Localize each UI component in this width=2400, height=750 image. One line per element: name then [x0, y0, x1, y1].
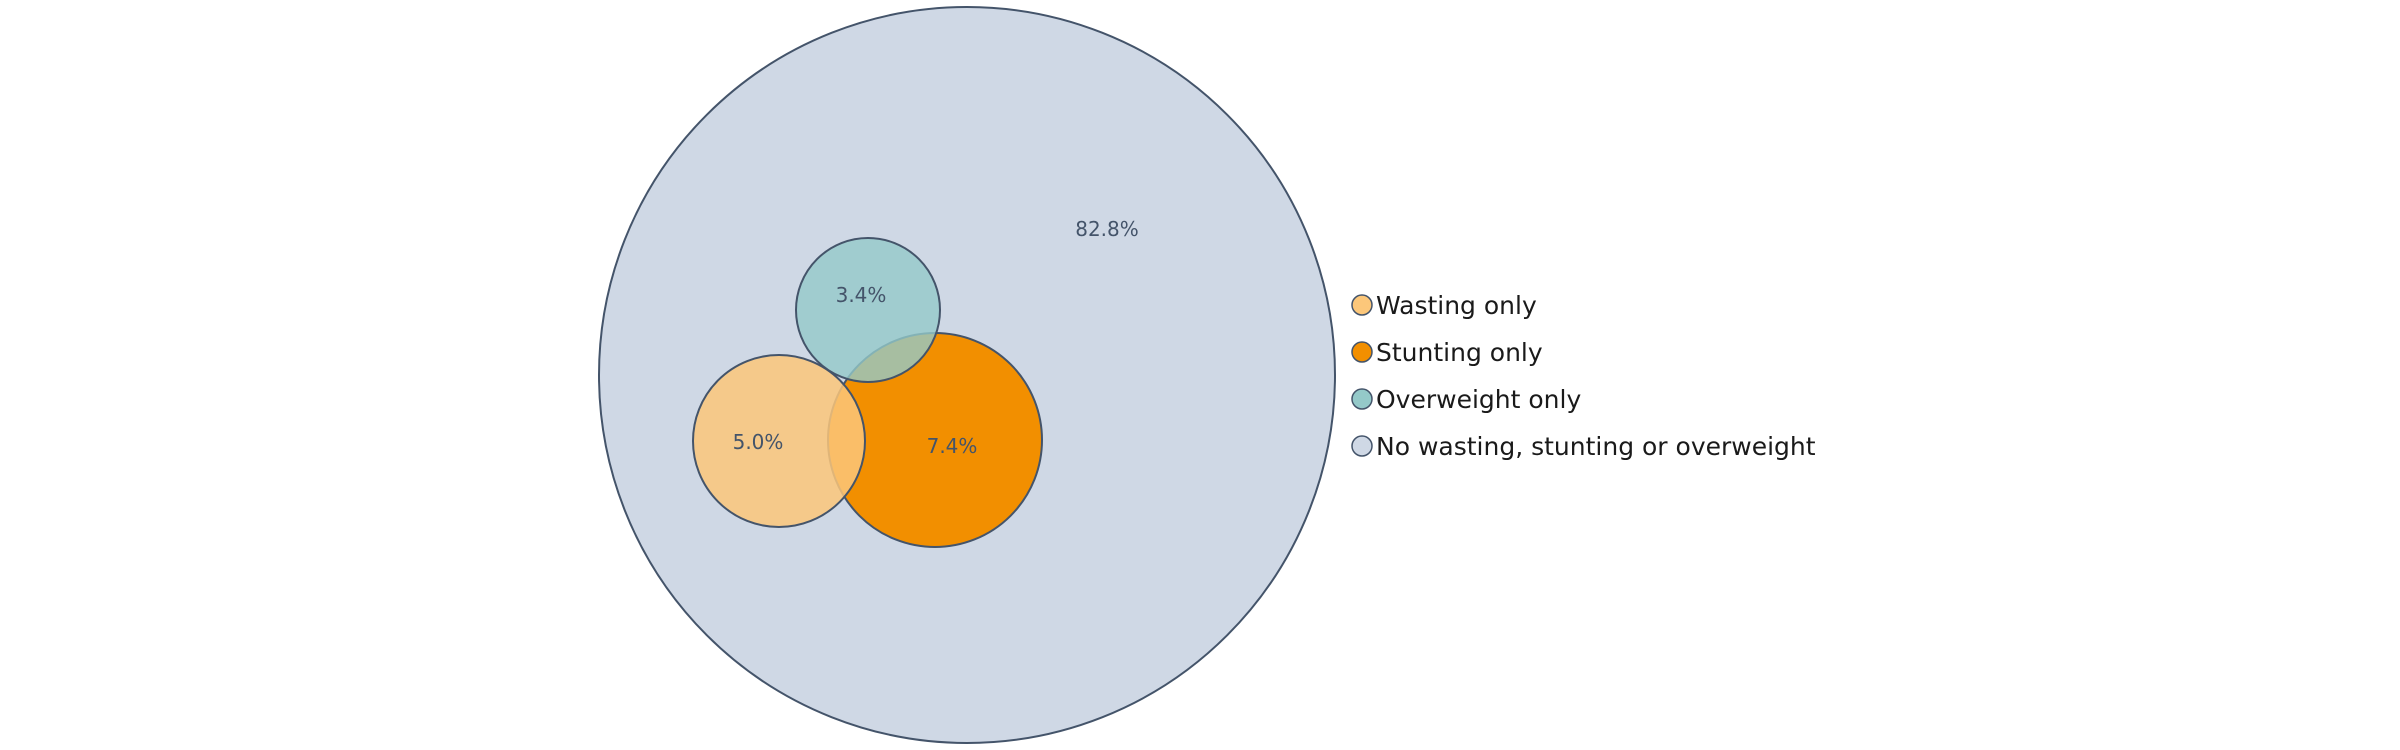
overweight-circle: [795, 237, 941, 383]
label-overweight-pct: 3.4%: [836, 283, 887, 307]
legend-label-stunting: Stunting only: [1376, 338, 1543, 367]
label-wasting-pct: 5.0%: [733, 430, 784, 454]
legend-swatch-stunting: [1351, 341, 1373, 363]
legend-item-overweight: Overweight only: [1351, 385, 1581, 414]
legend-swatch-none: [1351, 435, 1373, 457]
legend-item-none: No wasting, stunting or overweight: [1351, 432, 1816, 461]
label-stunting-pct: 7.4%: [927, 434, 978, 458]
legend-swatch-wasting: [1351, 294, 1373, 316]
legend-item-wasting: Wasting only: [1351, 291, 1537, 320]
label-none-pct: 82.8%: [1075, 217, 1139, 241]
legend-label-none: No wasting, stunting or overweight: [1376, 432, 1816, 461]
legend: Wasting only Stunting only Overweight on…: [1351, 291, 1816, 461]
legend-label-overweight: Overweight only: [1376, 385, 1581, 414]
wasting-circle: [692, 354, 866, 528]
legend-label-wasting: Wasting only: [1376, 291, 1537, 320]
legend-swatch-overweight: [1351, 388, 1373, 410]
legend-item-stunting: Stunting only: [1351, 338, 1543, 367]
